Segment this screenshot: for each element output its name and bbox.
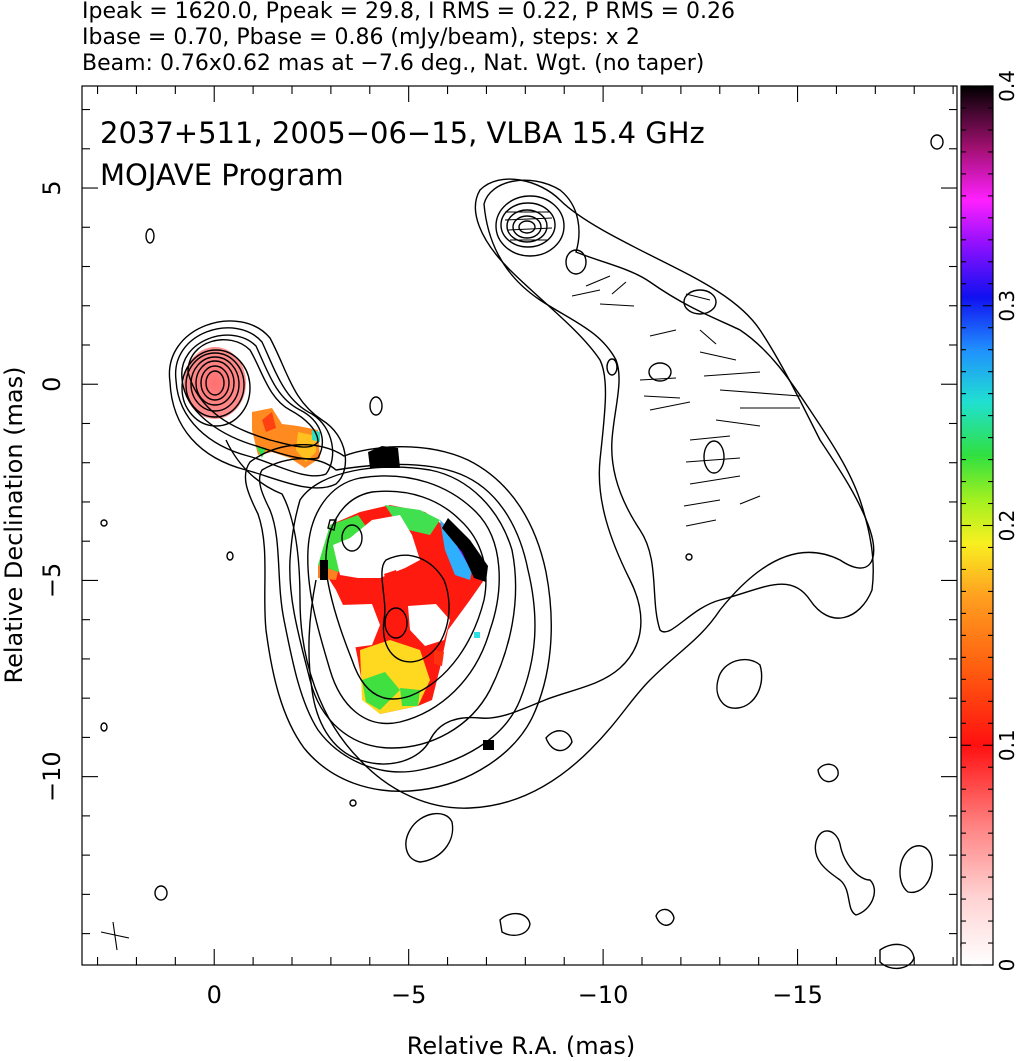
y-axis-label: Relative Declination (mas) (0, 366, 28, 683)
x-tick-label: 0 (207, 981, 222, 1009)
colorbar-tick-label: 0.2 (995, 510, 1019, 542)
plot-frame (81, 85, 958, 966)
polarization-image (184, 347, 494, 750)
colorbar-tick-label: 0.3 (995, 290, 1019, 322)
colorbar-ticks: 0 0.1 0.2 0.3 0.4 (961, 70, 1019, 971)
x-tick-label: −15 (772, 981, 823, 1009)
polarization-vectors (504, 211, 801, 527)
header-line-2: Ibase = 0.70, Pbase = 0.86 (mJy/beam), s… (82, 25, 640, 50)
x-tick-label: −10 (578, 981, 629, 1009)
colorbar-tick-label: 0.1 (995, 729, 1019, 761)
y-tick-label: 5 (38, 180, 66, 195)
axis-ticks: 0 −5 −10 −15 5 0 −5 −10 (38, 86, 957, 1009)
header-line-1: Ipeak = 1620.0, Ppeak = 29.8, I RMS = 0.… (82, 0, 735, 24)
colorbar-tick-label: 0 (995, 959, 1019, 972)
intensity-contours (100, 134, 978, 969)
colorbar-tick-label: 0.4 (995, 70, 1019, 102)
beam-cross (100, 921, 130, 951)
program-annotation: MOJAVE Program (100, 158, 344, 192)
x-axis-label: Relative R.A. (mas) (407, 1032, 635, 1060)
header-line-3: Beam: 0.76x0.62 mas at −7.6 deg., Nat. W… (82, 51, 705, 76)
y-tick-label: −5 (38, 563, 66, 598)
y-tick-label: −10 (38, 751, 66, 802)
x-tick-label: −5 (391, 981, 426, 1009)
y-tick-label: 0 (38, 377, 66, 392)
core-color-patch (184, 347, 246, 419)
source-annotation: 2037+511, 2005−06−15, VLBA 15.4 GHz (100, 116, 705, 150)
black-blob-patch (368, 446, 400, 468)
